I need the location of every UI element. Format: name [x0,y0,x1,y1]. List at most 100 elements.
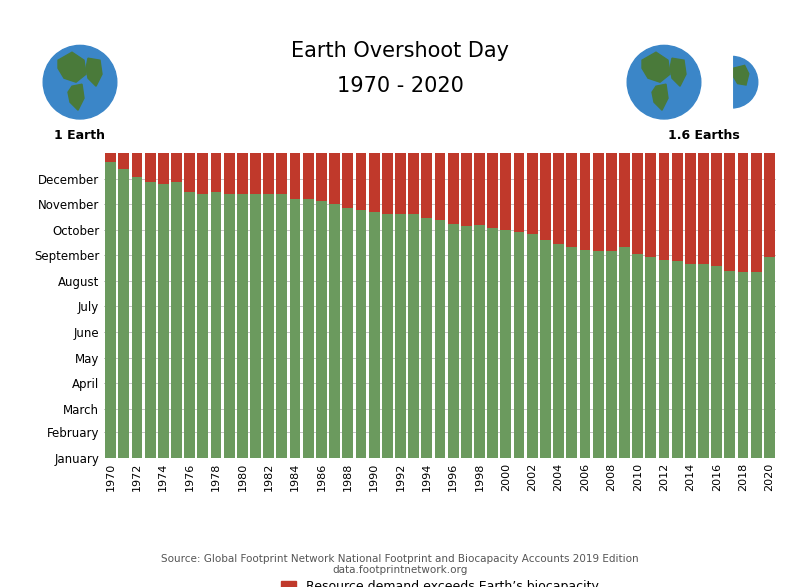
Bar [606,153,617,251]
Bar [303,153,314,198]
Polygon shape [58,52,86,82]
Bar [329,204,340,458]
Text: 1 Earth: 1 Earth [54,129,106,142]
Bar [237,153,248,194]
Bar [171,153,182,182]
Bar [751,272,762,458]
Bar [474,225,485,458]
Bar [184,153,195,192]
Bar [672,261,682,458]
Bar [118,169,129,458]
Polygon shape [642,52,670,82]
Legend: Resource demand exceeds Earth’s biocapacity, Resource demand within Earth’s bioc: Resource demand exceeds Earth’s biocapac… [281,580,599,587]
Bar [487,153,498,228]
Bar [290,153,301,198]
Polygon shape [86,58,102,86]
Bar [553,244,564,458]
Bar [527,153,538,234]
Bar [422,153,432,218]
Bar [118,153,129,169]
Bar [342,208,353,458]
Bar [672,153,682,261]
Bar [105,162,116,458]
Bar [434,220,446,458]
Bar [145,153,155,182]
Bar [738,272,749,458]
Bar [329,153,340,204]
Bar [764,153,775,257]
Polygon shape [652,84,668,110]
Bar [764,257,775,458]
Bar [131,153,142,177]
Bar [198,153,208,194]
Text: Earth Overshoot Day: Earth Overshoot Day [291,41,509,61]
Bar [501,153,511,230]
Bar [698,264,709,458]
Bar [725,153,735,271]
Bar [711,266,722,458]
Bar [646,153,656,257]
Circle shape [43,45,117,119]
Bar [210,153,222,192]
Bar [408,153,419,214]
Text: 1970 - 2020: 1970 - 2020 [337,76,463,96]
Bar [263,194,274,458]
Bar [738,153,749,272]
Bar [316,201,327,458]
Text: 1.6 Earths: 1.6 Earths [668,129,740,142]
Bar [593,251,603,458]
Bar [632,153,643,254]
Polygon shape [68,84,84,110]
Bar [250,153,261,194]
Bar [619,153,630,247]
Bar [514,232,525,458]
Bar [461,226,472,458]
Bar [382,153,393,214]
Circle shape [627,45,701,119]
Bar [131,177,142,458]
Bar [566,153,577,247]
Bar [461,153,472,226]
Bar [369,212,379,458]
Bar [474,153,485,225]
Wedge shape [732,56,758,108]
Bar [685,264,696,458]
Bar [105,153,116,162]
Bar [224,194,234,458]
Bar [658,261,670,458]
Polygon shape [734,65,749,85]
Bar [658,153,670,261]
Bar [527,234,538,458]
Bar [184,192,195,458]
Bar [237,194,248,458]
Bar [501,230,511,458]
Bar [566,247,577,458]
Text: Source: Global Footprint Network National Footprint and Biocapacity Accounts 201: Source: Global Footprint Network Nationa… [161,554,639,575]
Bar [751,153,762,272]
Bar [685,153,696,264]
Bar [579,249,590,458]
Bar [579,153,590,249]
Bar [487,228,498,458]
Bar [711,153,722,266]
Bar [303,198,314,458]
Bar [198,194,208,458]
Bar [277,194,287,458]
Bar [540,241,551,458]
Bar [553,153,564,244]
Bar [342,153,353,208]
Bar [646,257,656,458]
Bar [593,153,603,251]
Bar [290,198,301,458]
Bar [448,224,458,458]
Bar [263,153,274,194]
Bar [698,153,709,264]
Bar [448,153,458,224]
Bar [632,254,643,458]
Bar [606,251,617,458]
Bar [514,153,525,232]
Bar [250,194,261,458]
Bar [408,214,419,458]
Bar [277,153,287,194]
Polygon shape [670,58,686,86]
